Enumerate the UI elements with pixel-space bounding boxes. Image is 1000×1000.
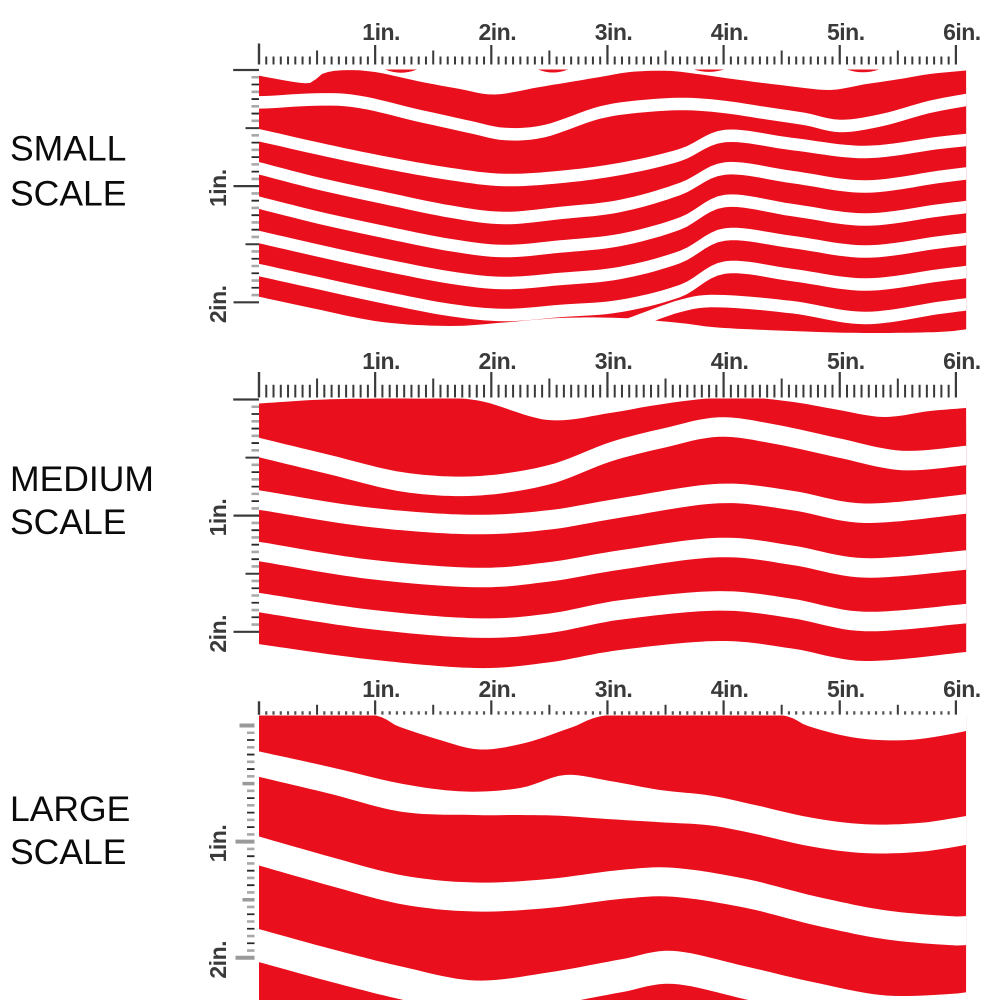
svg-text:4in.: 4in. [711,348,749,374]
svg-text:5in.: 5in. [827,348,865,374]
svg-text:1in.: 1in. [205,169,231,207]
svg-text:SCALE: SCALE [10,502,126,542]
svg-text:1in.: 1in. [362,676,400,702]
svg-text:2in.: 2in. [478,348,516,374]
svg-text:SCALE: SCALE [10,832,126,872]
svg-text:6in.: 6in. [943,676,981,702]
svg-text:SMALL: SMALL [10,129,126,169]
svg-text:1in.: 1in. [362,348,400,374]
svg-text:1in.: 1in. [362,19,400,45]
svg-text:6in.: 6in. [943,19,981,45]
svg-text:1in.: 1in. [205,499,231,537]
svg-text:3in.: 3in. [595,676,633,702]
svg-text:5in.: 5in. [827,19,865,45]
svg-text:2in.: 2in. [205,615,231,653]
svg-text:3in.: 3in. [595,348,633,374]
svg-text:5in.: 5in. [827,676,865,702]
svg-text:4in.: 4in. [711,676,749,702]
svg-text:3in.: 3in. [595,19,633,45]
svg-text:2in.: 2in. [478,676,516,702]
svg-text:2in.: 2in. [205,941,231,979]
svg-text:2in.: 2in. [478,19,516,45]
svg-text:1in.: 1in. [205,825,231,863]
svg-text:6in.: 6in. [943,348,981,374]
svg-text:MEDIUM: MEDIUM [10,459,154,499]
svg-text:SCALE: SCALE [10,174,126,214]
svg-text:LARGE: LARGE [10,789,130,829]
svg-text:2in.: 2in. [205,285,231,323]
svg-text:4in.: 4in. [711,19,749,45]
